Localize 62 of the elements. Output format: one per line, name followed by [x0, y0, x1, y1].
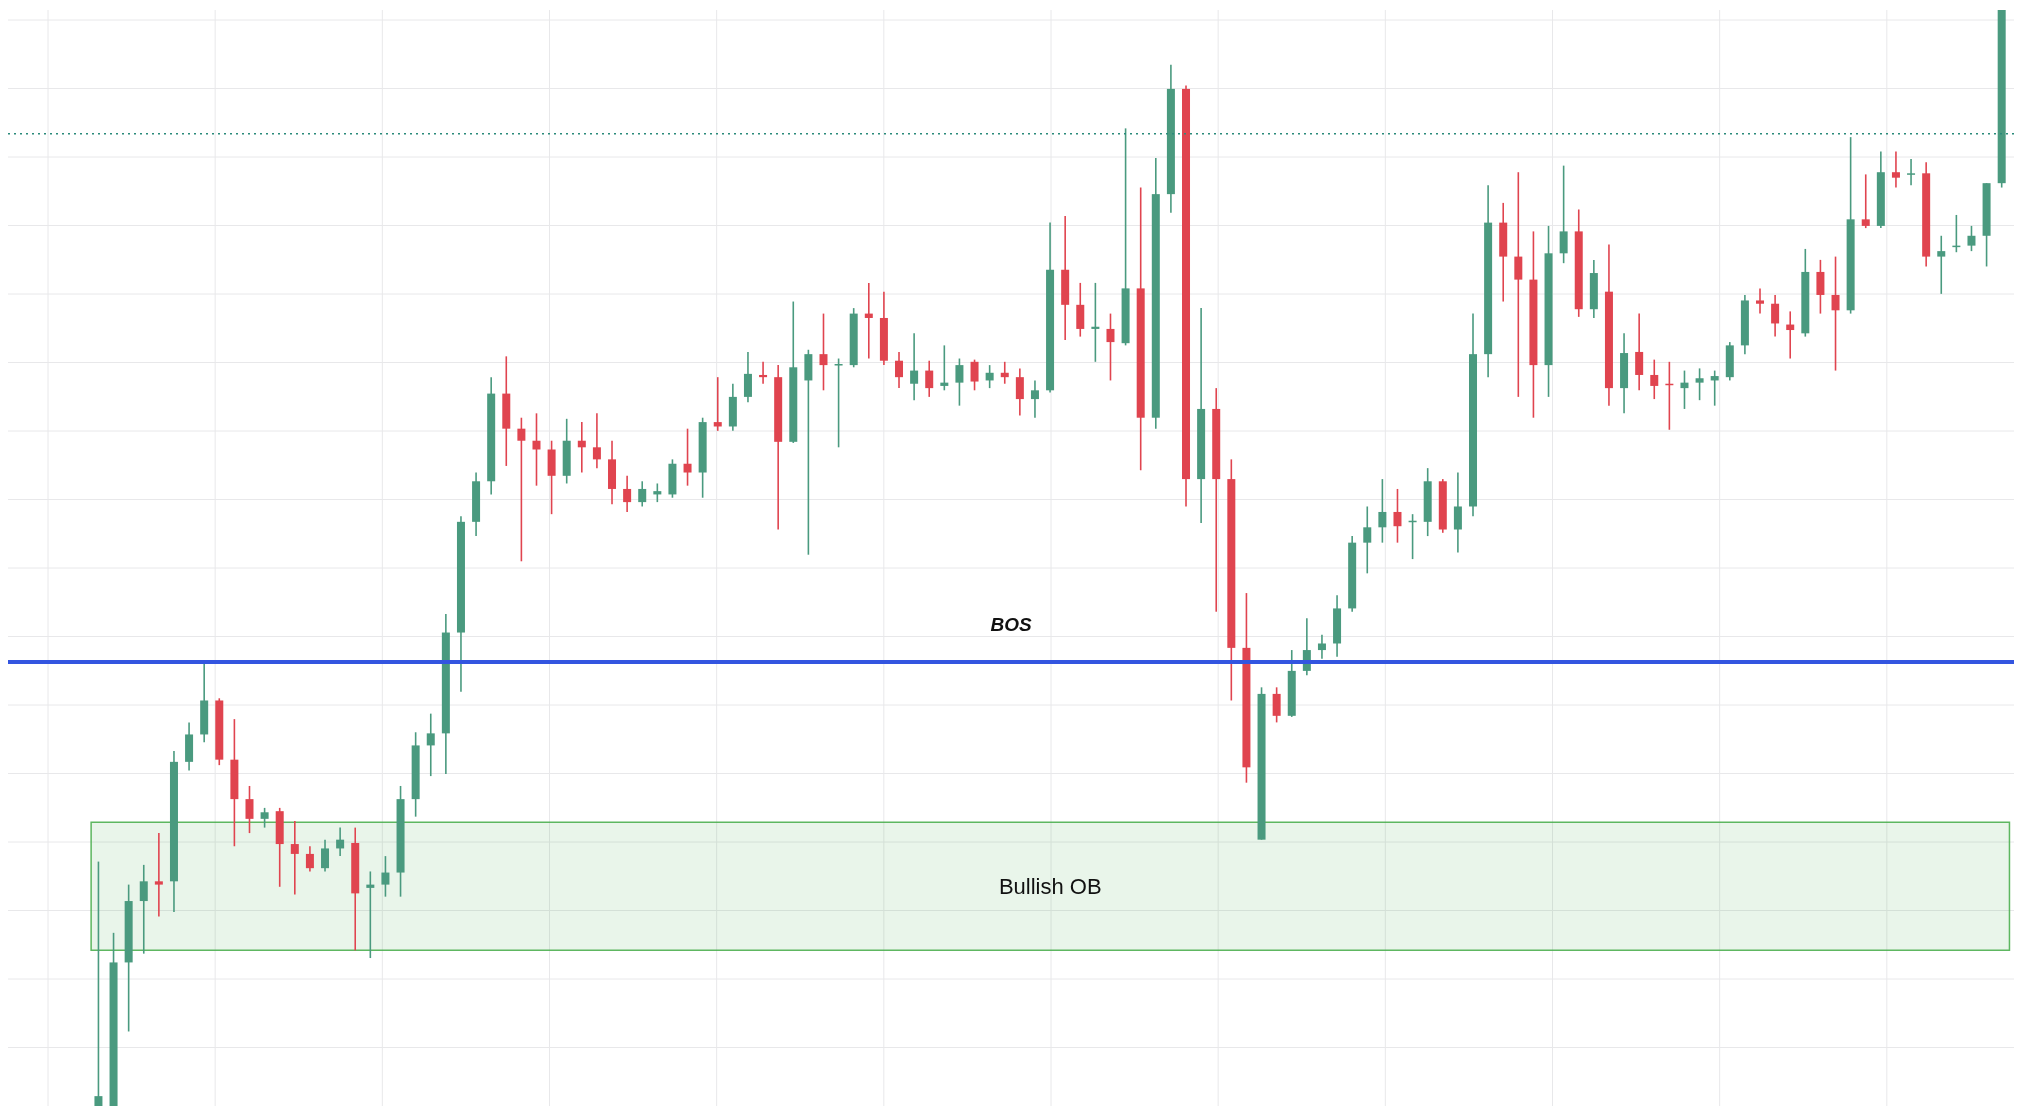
candlestick: [895, 351, 904, 389]
candlestick: [426, 712, 435, 777]
candlestick: [94, 860, 103, 1106]
candlestick: [1861, 173, 1870, 229]
candlestick: [683, 427, 692, 487]
candlestick: [532, 412, 541, 487]
candlestick: [305, 845, 314, 873]
candlestick: [336, 826, 345, 857]
candlestick: [1015, 367, 1024, 417]
candlestick: [366, 870, 375, 959]
candlestick: [819, 312, 828, 392]
candlestick: [1635, 312, 1644, 392]
candlestick: [1106, 312, 1115, 382]
candlestick: [1967, 225, 1976, 252]
candlestick: [1363, 505, 1372, 575]
candlestick: [1695, 367, 1704, 401]
candlestick: [139, 864, 148, 955]
candlestick: [638, 480, 647, 508]
band-label: Bullish OB: [998, 874, 1102, 900]
candlestick: [592, 412, 601, 469]
candlestick: [1000, 361, 1009, 385]
candlestick: [653, 482, 662, 503]
candlestick: [970, 358, 979, 392]
ref-line-label: BOS: [990, 614, 1032, 636]
candlestick: [940, 344, 949, 392]
candlestick: [985, 364, 994, 389]
candlestick: [1771, 294, 1780, 338]
candlestick: [1030, 379, 1039, 419]
candlestick: [1816, 259, 1825, 315]
candlestick: [1272, 686, 1281, 724]
candlestick: [910, 332, 919, 401]
candlestick: [1756, 287, 1764, 315]
candlestick: [1453, 471, 1462, 554]
candlestick: [245, 785, 254, 834]
candlestick: [834, 357, 843, 449]
candlestick: [1650, 358, 1659, 400]
candlestick: [1317, 633, 1326, 660]
candlestick: [925, 359, 934, 398]
candlestick: [955, 357, 964, 407]
candlestick: [517, 416, 526, 563]
candlestick: [321, 838, 330, 873]
candlestick: [1559, 164, 1568, 264]
candlestick: [1891, 150, 1900, 189]
candlestick: [1937, 234, 1946, 295]
candlestick: [290, 820, 299, 896]
candlestick: [381, 855, 390, 898]
candlestick: [1907, 158, 1916, 187]
candlestick: [623, 475, 632, 513]
candlestick: [260, 807, 269, 829]
candlestick: [864, 282, 873, 360]
candlestick: [1680, 369, 1689, 410]
candlestick: [743, 351, 752, 404]
candlestick: [577, 421, 586, 474]
candlestick: [1710, 369, 1719, 407]
candlestick: [1786, 310, 1795, 360]
candlestick: [713, 376, 722, 432]
candlestick: [804, 348, 813, 556]
candlestick: [1831, 255, 1840, 372]
candlestick: [1393, 488, 1402, 544]
candlestick: [1378, 478, 1387, 544]
candlestick: [1514, 171, 1523, 398]
candlestick: [154, 832, 163, 918]
